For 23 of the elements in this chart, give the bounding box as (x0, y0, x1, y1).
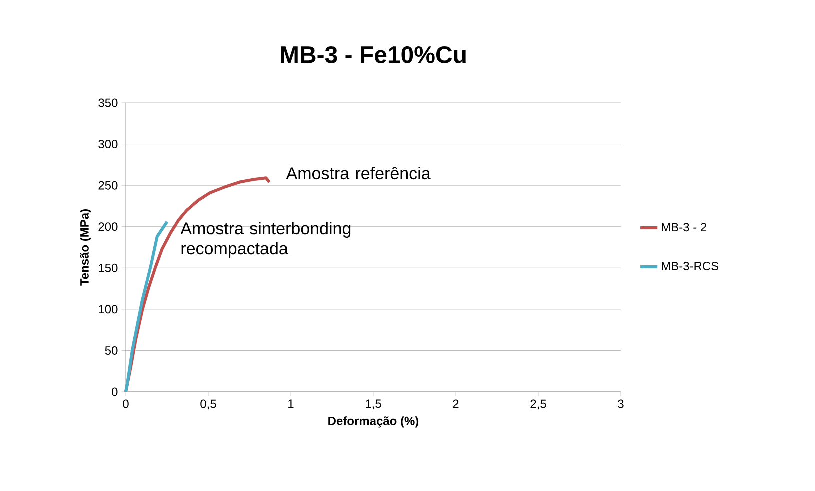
y-tick-label: 200 (98, 222, 118, 232)
x-tick-label: 2,5 (530, 400, 546, 410)
x-tick-label: 0 (123, 400, 129, 408)
x-tick-label: 0,5 (200, 400, 216, 410)
x-tick-label: 1,5 (366, 400, 382, 410)
y-tick-label: 250 (98, 181, 118, 190)
legend-label: MB-3 - 2 (662, 223, 707, 232)
line-series (124, 220, 169, 394)
annotation: Amostra sinterbonding recompactada (180, 222, 351, 258)
y-axis-title: Tensão (MPa) (80, 210, 92, 286)
x-tick-label: 1 (288, 400, 294, 408)
legend-label: MB-3-RCS (662, 262, 719, 270)
y-tick-label: 50 (105, 346, 118, 355)
y-tick-label: 100 (99, 305, 118, 314)
annotation: Amostra referência (286, 167, 431, 180)
y-tick-label: 350 (98, 98, 118, 108)
y-tick-label: 300 (98, 140, 118, 149)
y-tick-label: 150 (99, 264, 118, 272)
y-tick-label: 0 (112, 388, 118, 396)
x-tick-label: 2 (453, 400, 459, 408)
x-tick-label: 3 (618, 400, 624, 408)
x-axis-title: Deformação (%) (328, 416, 419, 428)
chart-title: MB-3 - Fe10%Cu (281, 46, 466, 64)
